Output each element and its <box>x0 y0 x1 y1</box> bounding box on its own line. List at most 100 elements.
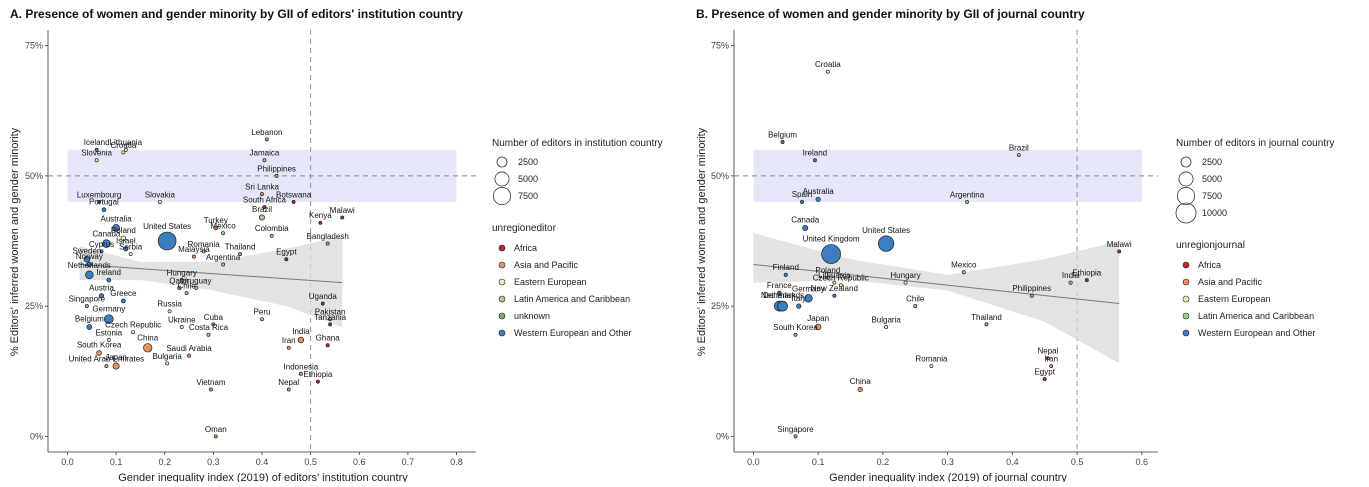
data-point[interactable] <box>99 249 104 254</box>
data-point[interactable] <box>260 192 264 197</box>
data-point[interactable] <box>832 280 837 285</box>
data-point[interactable] <box>777 300 788 312</box>
data-point[interactable] <box>776 290 782 296</box>
data-point[interactable] <box>94 147 99 152</box>
data-point[interactable] <box>1016 153 1021 157</box>
data-point[interactable] <box>238 252 243 256</box>
data-point[interactable] <box>206 332 211 337</box>
data-point[interactable] <box>298 371 303 376</box>
data-point[interactable] <box>297 336 305 344</box>
data-point[interactable] <box>179 278 184 283</box>
data-point[interactable] <box>340 215 345 220</box>
data-point[interactable] <box>804 294 813 303</box>
data-point[interactable] <box>821 244 841 264</box>
data-point[interactable] <box>825 69 830 74</box>
data-point[interactable] <box>1068 280 1073 285</box>
data-point[interactable] <box>104 364 109 368</box>
data-point[interactable] <box>984 322 989 327</box>
data-point[interactable] <box>812 158 817 163</box>
data-point[interactable] <box>123 246 129 252</box>
data-point[interactable] <box>262 205 267 210</box>
data-point[interactable] <box>201 249 206 254</box>
data-point[interactable] <box>86 261 93 268</box>
data-point[interactable] <box>903 280 908 285</box>
data-point[interactable] <box>97 199 102 204</box>
data-point[interactable] <box>815 196 821 202</box>
data-point[interactable] <box>221 231 226 236</box>
data-point[interactable] <box>325 241 330 246</box>
data-point[interactable] <box>208 387 213 392</box>
data-point[interactable] <box>211 322 216 327</box>
data-point[interactable] <box>112 224 120 232</box>
data-point[interactable] <box>94 158 99 163</box>
data-point[interactable] <box>213 434 218 439</box>
data-point[interactable] <box>318 220 323 225</box>
data-point[interactable] <box>102 239 111 248</box>
data-point[interactable] <box>184 291 189 296</box>
data-point[interactable] <box>165 361 170 366</box>
data-point[interactable] <box>965 199 969 204</box>
data-point[interactable] <box>838 283 843 288</box>
data-point[interactable] <box>814 323 822 331</box>
data-point[interactable] <box>123 147 128 152</box>
data-point[interactable] <box>929 364 934 368</box>
data-point[interactable] <box>783 272 788 277</box>
data-point[interactable] <box>213 225 219 231</box>
data-point[interactable] <box>286 345 291 350</box>
data-point[interactable] <box>961 270 966 275</box>
data-point[interactable] <box>167 309 172 314</box>
data-point[interactable] <box>128 252 133 256</box>
data-point[interactable] <box>221 262 226 267</box>
data-point[interactable] <box>1042 377 1047 382</box>
data-point[interactable] <box>878 235 895 252</box>
data-point[interactable] <box>286 387 291 392</box>
data-point[interactable] <box>112 362 120 370</box>
data-point[interactable] <box>796 303 802 309</box>
data-point[interactable] <box>83 256 91 263</box>
data-point[interactable] <box>194 285 199 290</box>
data-point[interactable] <box>328 322 333 327</box>
data-point[interactable] <box>121 150 126 155</box>
data-point[interactable] <box>179 325 184 329</box>
data-point[interactable] <box>832 293 837 298</box>
data-point[interactable] <box>143 343 153 353</box>
data-point[interactable] <box>315 379 320 384</box>
data-point[interactable] <box>793 434 798 439</box>
data-point[interactable] <box>96 350 102 356</box>
data-point[interactable] <box>1049 364 1054 368</box>
data-point[interactable] <box>157 231 177 251</box>
data-point[interactable] <box>1029 293 1034 298</box>
data-point[interactable] <box>802 224 809 231</box>
data-point[interactable] <box>799 199 805 205</box>
data-point[interactable] <box>191 254 196 259</box>
data-point[interactable] <box>101 207 107 213</box>
data-point[interactable] <box>793 332 798 337</box>
data-point[interactable] <box>1084 278 1089 283</box>
data-point[interactable] <box>84 304 89 309</box>
data-point[interactable] <box>269 233 274 238</box>
data-point[interactable] <box>284 257 289 262</box>
data-point[interactable] <box>857 386 863 393</box>
data-point[interactable] <box>98 293 105 299</box>
data-point[interactable] <box>325 343 330 348</box>
data-point[interactable] <box>780 140 785 144</box>
data-point[interactable] <box>131 330 136 335</box>
data-point[interactable] <box>260 317 264 322</box>
data-point[interactable] <box>121 298 126 304</box>
data-point[interactable] <box>262 158 267 163</box>
data-point[interactable] <box>86 324 93 330</box>
data-point[interactable] <box>825 275 830 280</box>
data-point[interactable] <box>106 338 111 342</box>
data-point[interactable] <box>157 199 162 204</box>
data-point[interactable] <box>187 353 191 358</box>
data-point[interactable] <box>320 301 325 306</box>
data-point[interactable] <box>85 270 94 280</box>
data-point[interactable] <box>328 317 333 322</box>
data-point[interactable] <box>264 137 269 142</box>
data-point[interactable] <box>291 199 296 204</box>
data-point[interactable] <box>913 304 918 309</box>
data-point[interactable] <box>884 325 889 329</box>
data-point[interactable] <box>177 285 182 290</box>
data-point[interactable] <box>1046 356 1050 361</box>
data-point[interactable] <box>106 277 112 283</box>
